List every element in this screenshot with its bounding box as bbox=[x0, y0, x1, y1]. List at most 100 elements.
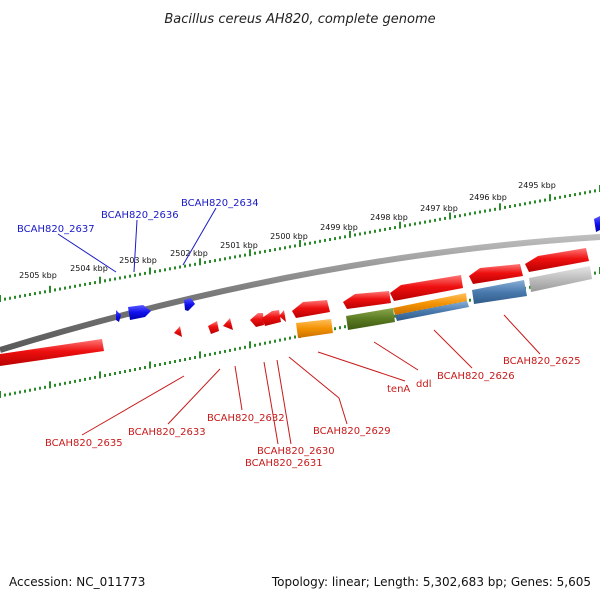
gene-label-2629: BCAH820_2629 bbox=[313, 426, 391, 437]
kbp-label: 2502 kbp bbox=[170, 249, 208, 258]
minor-tick bbox=[59, 287, 61, 291]
major-tick bbox=[399, 221, 401, 229]
minor-tick bbox=[394, 314, 396, 318]
gene-reverse-tenA[interactable] bbox=[343, 291, 391, 309]
gene-reverse-2626[interactable] bbox=[469, 264, 523, 284]
minor-tick bbox=[74, 284, 76, 288]
minor-tick bbox=[334, 237, 336, 241]
category-block-orange-2 bbox=[393, 293, 467, 315]
minor-tick bbox=[144, 271, 146, 275]
minor-tick bbox=[184, 358, 186, 361]
minor-tick bbox=[464, 213, 466, 217]
minor-tick bbox=[79, 378, 81, 382]
minor-tick bbox=[269, 249, 271, 252]
leader-line bbox=[167, 368, 221, 425]
minor-tick bbox=[154, 270, 156, 274]
gene-forward-2634[interactable] bbox=[184, 298, 195, 311]
minor-tick bbox=[339, 236, 341, 240]
minor-tick bbox=[159, 269, 161, 273]
minor-tick bbox=[259, 342, 261, 346]
minor-tick bbox=[89, 376, 91, 380]
minor-tick bbox=[54, 383, 56, 387]
gene-reverse-2629[interactable] bbox=[292, 300, 330, 318]
gene-reverse-small-2[interactable] bbox=[208, 321, 219, 334]
minor-tick bbox=[74, 379, 76, 383]
minor-tick bbox=[34, 292, 36, 296]
minor-tick bbox=[214, 259, 216, 263]
category-block-steel-1 bbox=[395, 301, 469, 321]
accession-text: Accession: NC_011773 bbox=[9, 575, 145, 589]
minor-tick bbox=[574, 193, 576, 197]
minor-tick bbox=[59, 382, 61, 386]
minor-tick bbox=[529, 201, 531, 205]
minor-tick bbox=[369, 230, 371, 234]
minor-tick bbox=[589, 190, 591, 194]
minor-tick bbox=[254, 251, 256, 255]
kbp-label: 2496 kbp bbox=[469, 193, 507, 202]
major-tick bbox=[149, 267, 151, 275]
minor-tick bbox=[294, 244, 296, 248]
minor-tick bbox=[554, 196, 556, 200]
minor-tick bbox=[439, 217, 441, 221]
major-tick bbox=[199, 258, 201, 266]
minor-tick bbox=[19, 390, 21, 394]
minor-tick bbox=[14, 295, 16, 299]
leader-line bbox=[317, 351, 406, 382]
minor-tick bbox=[164, 362, 166, 365]
gene-forward-edge[interactable] bbox=[594, 216, 600, 232]
minor-tick bbox=[4, 297, 6, 301]
minor-tick bbox=[209, 260, 211, 263]
minor-tick bbox=[44, 290, 46, 294]
gene-reverse-2635[interactable] bbox=[0, 339, 104, 366]
minor-tick bbox=[179, 265, 181, 269]
minor-tick bbox=[114, 372, 116, 375]
minor-tick bbox=[119, 371, 121, 374]
minor-tick bbox=[104, 279, 106, 283]
minor-tick bbox=[64, 286, 66, 290]
gene-reverse-2630[interactable] bbox=[250, 313, 264, 327]
major-tick bbox=[299, 240, 301, 247]
minor-tick bbox=[9, 296, 11, 300]
kbp-label: 2500 kbp bbox=[270, 232, 308, 241]
minor-tick bbox=[279, 338, 281, 342]
minor-tick bbox=[374, 229, 376, 233]
major-tick bbox=[0, 391, 1, 398]
gene-reverse-2625[interactable] bbox=[525, 248, 589, 272]
minor-tick bbox=[14, 391, 16, 395]
leader-line bbox=[288, 356, 340, 399]
gene-reverse-small-3[interactable] bbox=[223, 318, 233, 330]
gene-reverse-2631[interactable] bbox=[262, 310, 281, 326]
gene-label-2633: BCAH820_2633 bbox=[128, 427, 206, 438]
minor-tick bbox=[154, 364, 156, 367]
major-tick bbox=[149, 361, 151, 369]
minor-tick bbox=[244, 345, 246, 349]
gene-reverse-ddl[interactable] bbox=[390, 275, 463, 301]
minor-tick bbox=[194, 262, 196, 266]
minor-tick bbox=[114, 277, 116, 281]
minor-tick bbox=[129, 369, 131, 372]
kbp-label: 2497 kbp bbox=[420, 204, 458, 213]
minor-tick bbox=[34, 387, 36, 391]
minor-tick bbox=[594, 271, 596, 275]
gene-reverse-small-4[interactable] bbox=[279, 310, 286, 322]
gene-forward-2636[interactable] bbox=[128, 305, 151, 320]
minor-tick bbox=[304, 242, 306, 246]
gene-forward-small[interactable] bbox=[116, 310, 121, 322]
kbp-label: 2505 kbp bbox=[19, 271, 57, 280]
gene-reverse-small-1[interactable] bbox=[174, 326, 182, 337]
leader-line bbox=[276, 359, 292, 445]
minor-tick bbox=[324, 238, 326, 242]
minor-tick bbox=[569, 194, 571, 197]
minor-tick bbox=[484, 209, 486, 213]
minor-tick bbox=[89, 282, 91, 285]
minor-tick bbox=[139, 272, 141, 276]
minor-tick bbox=[234, 255, 236, 259]
minor-tick bbox=[29, 293, 31, 296]
minor-tick bbox=[229, 348, 231, 352]
minor-tick bbox=[274, 248, 276, 252]
minor-tick bbox=[159, 363, 161, 366]
minor-tick bbox=[594, 189, 596, 193]
minor-tick bbox=[189, 263, 191, 267]
